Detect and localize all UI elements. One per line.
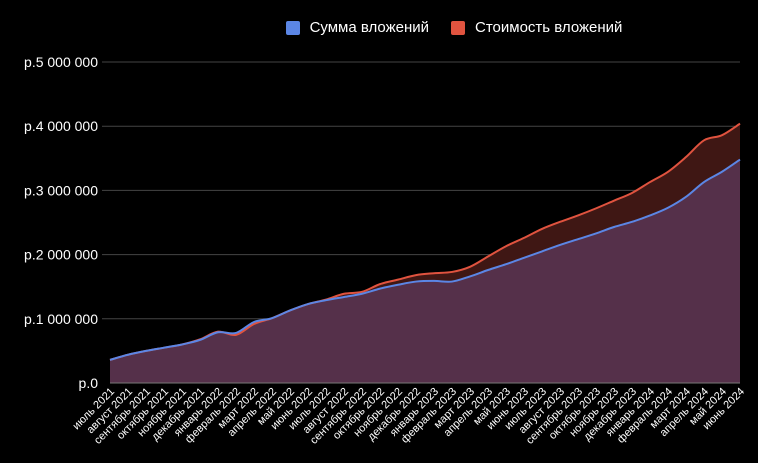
legend-label: Стоимость вложений [475,19,623,36]
legend-swatch-blue [285,20,300,35]
series-line-0 [109,158,741,361]
y-tick-label: р.4 000 000 [24,118,98,134]
legend-label: Сумма вложений [309,19,430,36]
legend-item-value[interactable]: Стоимость вложений [451,19,622,36]
y-tick-label: р.5 000 000 [24,54,98,70]
y-tick-label: р.3 000 000 [24,182,98,198]
area-fill-0 [110,159,740,383]
y-tick-label: р.0 [79,375,99,391]
legend-swatch-red [451,20,466,35]
y-tick-label: р.1 000 000 [24,311,98,327]
legend: Сумма вложений Стоимость вложений [0,19,758,36]
y-tick-label: р.2 000 000 [24,247,98,263]
legend-item-sum[interactable]: Сумма вложений [285,19,430,36]
